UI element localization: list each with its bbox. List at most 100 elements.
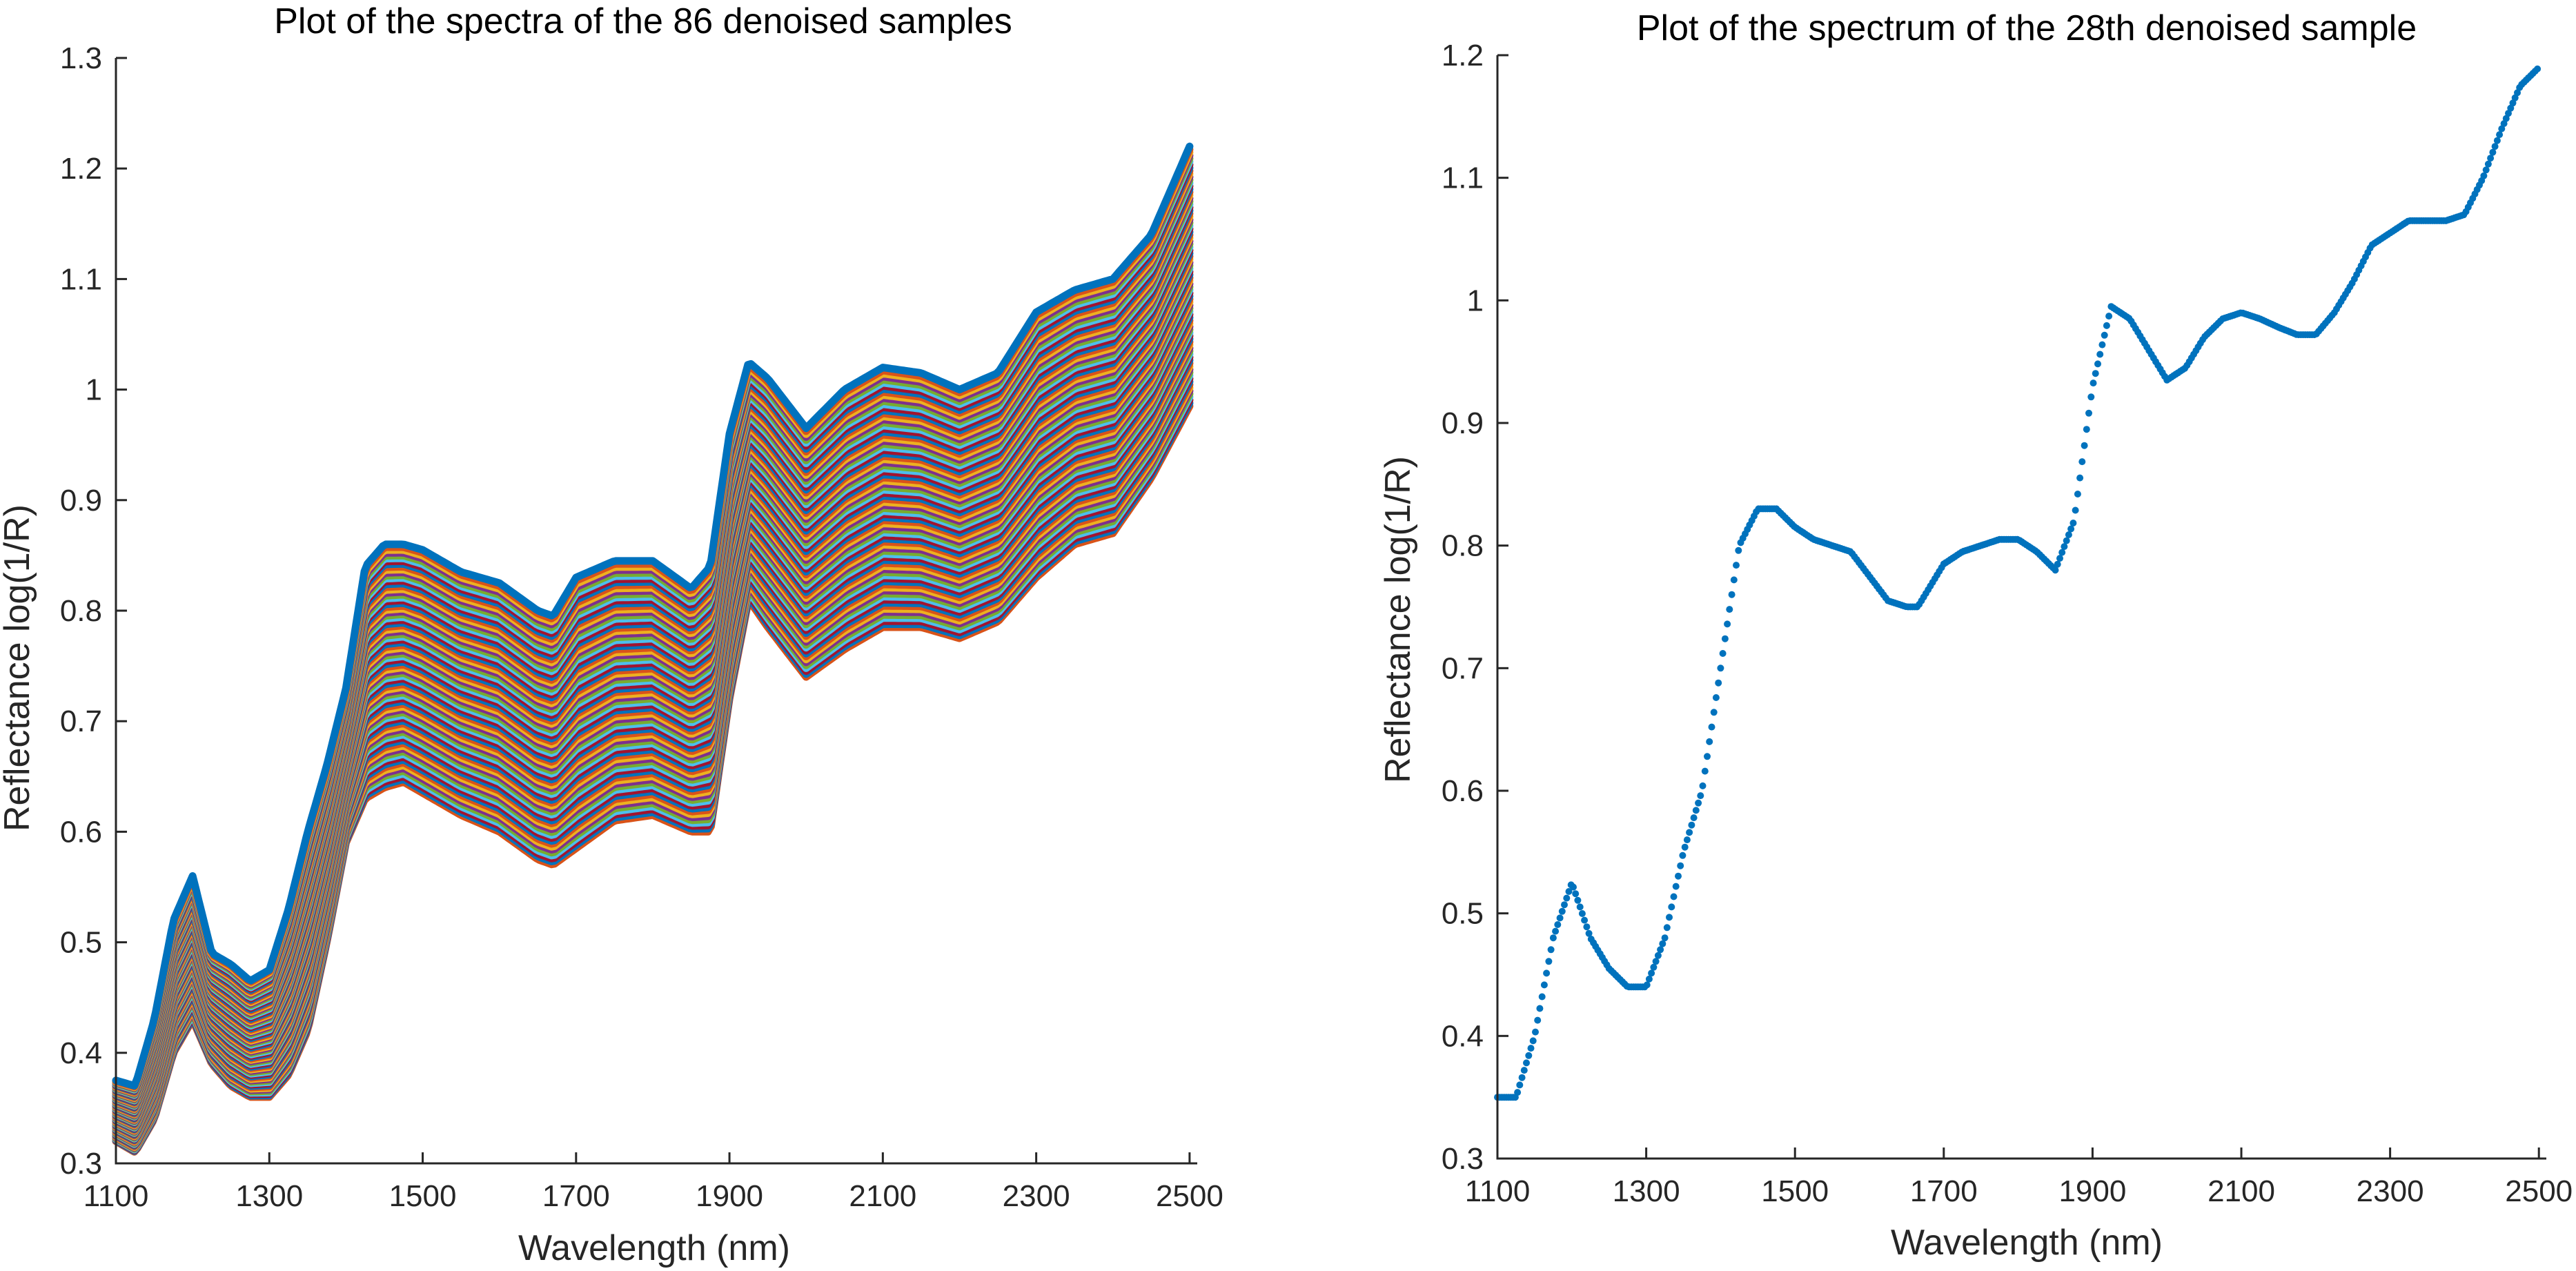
spectrum-point (1728, 591, 1736, 598)
spectrum-point (1688, 821, 1695, 829)
spectrum-point (2085, 409, 2092, 417)
spectrum-point (1563, 894, 1571, 902)
spectrum-point (1692, 807, 1700, 814)
spectrum-point (1677, 862, 1684, 869)
spectrum-point (1536, 1005, 1544, 1012)
spectrum-point (2081, 442, 2088, 449)
spectrum-point (2078, 458, 2086, 466)
spectrum-point (2514, 89, 2521, 97)
spectrum-point (2502, 115, 2510, 122)
spectrum-point (1650, 963, 1658, 971)
spectrum-point (1715, 679, 1722, 687)
spectrum-point (1663, 924, 1671, 932)
left-x-tick-label: 1900 (696, 1179, 763, 1213)
left-x-tick-label: 2300 (1003, 1179, 1070, 1213)
left-y-tick-label: 0.5 (60, 926, 102, 960)
right-chart-axes (1496, 55, 2546, 1160)
right-x-tick-label: 2300 (2357, 1174, 2424, 1208)
spectrum-point (1686, 829, 1693, 836)
left-chart-series-group (112, 142, 1194, 1156)
spectrum-point (2063, 537, 2070, 544)
left-x-tick-label: 1500 (389, 1179, 457, 1213)
spectrum-point (1574, 896, 1582, 904)
spectrum-point (1706, 738, 1713, 745)
left-chart: Plot of the spectra of the 86 denoised s… (0, 1, 1223, 1268)
left-chart-title: Plot of the spectra of the 86 denoised s… (274, 1, 1012, 41)
right-x-tick-label: 2100 (2208, 1174, 2275, 1208)
spectrum-point (1661, 934, 1669, 942)
left-x-tick-label: 1100 (83, 1179, 149, 1213)
right-chart-y-ticks: 0.3 0.4 0.5 0.6 0.7 0.8 0.9 1 1.1 1.2 (1442, 39, 1508, 1176)
spectrum-point (2487, 155, 2495, 162)
spectrum-point (1527, 1045, 1535, 1052)
spectrum-point (2072, 506, 2079, 514)
right-chart-xlabel: Wavelength (nm) (1891, 1223, 2163, 1263)
left-y-tick-label: 0.6 (60, 815, 102, 849)
spectrum-point (2052, 566, 2059, 574)
right-chart-ylabel: Reflectance log(1/R) (1378, 456, 1418, 783)
spectrum-point (1717, 664, 1724, 672)
spectrum-point (1529, 1037, 1537, 1045)
right-y-tick-label: 1 (1467, 284, 1484, 317)
spectrum-point (1679, 851, 1687, 859)
left-y-tick-label: 1.2 (60, 152, 102, 186)
spectrum-point (1721, 635, 1729, 642)
spectrum-point (1681, 843, 1689, 851)
spectrum-point (2096, 351, 2104, 358)
spectrum-point (2105, 313, 2113, 320)
spectrum-point (1672, 883, 1680, 890)
right-x-tick-label: 1700 (1910, 1174, 1978, 1208)
left-x-tick-label: 1700 (542, 1179, 610, 1213)
spectrum-point (2491, 143, 2499, 150)
spectrum-point (1545, 958, 1553, 965)
spectrum-point (2065, 531, 2072, 538)
right-x-tick-label: 1500 (1761, 1174, 1829, 1208)
spectrum-point (2090, 380, 2097, 387)
spectrum-point (2509, 99, 2517, 107)
spectrum-point (1666, 914, 1673, 921)
spectrum-point (1654, 952, 1662, 959)
spectrum-point (1657, 946, 1664, 954)
right-y-tick-label: 1.2 (1442, 39, 1484, 72)
spectrum-point (1583, 923, 1591, 931)
left-chart-y-ticks: 0.3 0.4 0.5 0.6 0.7 0.8 0.9 1 1.1 1.2 1.3 (60, 41, 127, 1181)
spectrum-point (2498, 125, 2506, 132)
spectrum-point (2054, 560, 2061, 568)
left-x-tick-label: 2100 (849, 1179, 916, 1213)
spectrum-point (1585, 929, 1593, 937)
spectrum-point (1525, 1052, 1533, 1059)
right-y-tick-label: 0.8 (1442, 529, 1484, 563)
spectrum-point (1733, 562, 1740, 569)
right-y-tick-label: 0.4 (1442, 1019, 1484, 1053)
spectrum-point (1516, 1081, 1524, 1089)
spectrum-point (1558, 907, 1566, 915)
spectrum-point (1523, 1059, 1530, 1067)
spectrum-point (1520, 1067, 1528, 1074)
spectrum-point (1554, 921, 1562, 928)
spectrum-point (1730, 576, 1738, 584)
spectrum-point (1699, 782, 1707, 789)
spectrum-point (2092, 370, 2099, 377)
spectrum-point (1670, 893, 1678, 900)
spectrum-point (2507, 104, 2515, 112)
spectrum-point (1683, 836, 1691, 844)
spectrum-point (1735, 546, 1742, 554)
spectrum-point (2480, 172, 2488, 179)
spectrum-point (1726, 606, 1733, 613)
spectrum-point (1565, 888, 1573, 895)
spectrum-point (1668, 903, 1675, 911)
right-x-tick-label: 1300 (1613, 1174, 1680, 1208)
right-chart-title: Plot of the spectrum of the 28th denoise… (1637, 8, 2417, 48)
spectrum-point (1538, 993, 1546, 1001)
spectrum-point (2074, 491, 2081, 497)
spectrum-point (1556, 914, 1564, 922)
left-y-tick-label: 0.9 (60, 484, 102, 518)
right-chart-x-ticks: 1100 1300 1500 1700 1900 2100 2300 2500 (1465, 1147, 2573, 1208)
spectrum-line (112, 142, 1194, 1090)
spectrum-point (1547, 946, 1555, 954)
right-y-tick-label: 0.3 (1442, 1142, 1484, 1176)
spectrum-point (1645, 975, 1653, 983)
spectrum-point (2056, 555, 2063, 562)
spectrum-point (2493, 137, 2501, 144)
